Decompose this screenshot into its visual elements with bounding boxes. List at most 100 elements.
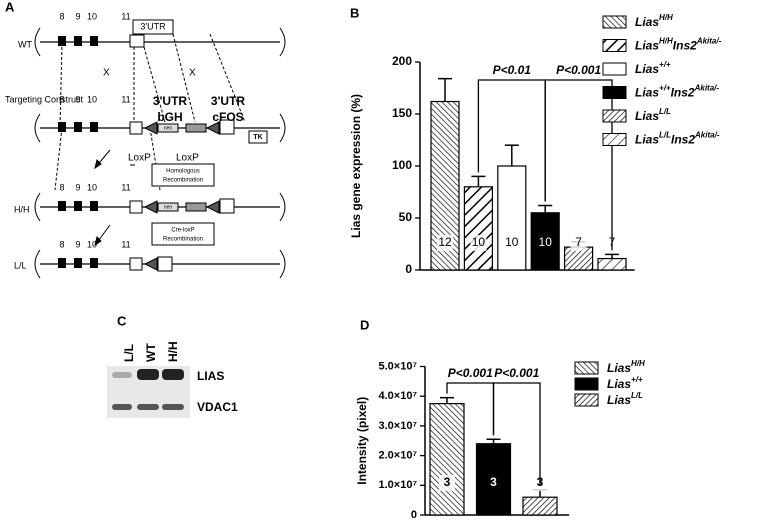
exon [90, 258, 98, 268]
diagram-label: 11 [121, 94, 130, 104]
diagram-label: 3'UTR [211, 94, 246, 108]
diagram-label: LoxP [128, 153, 151, 164]
legend-text: Lias [635, 62, 659, 76]
y-tick-label: 150 [392, 106, 412, 120]
y-tick-label: 4.0×10⁷ [379, 390, 418, 402]
significance-bracket [492, 382, 541, 486]
diagram-label: WT [18, 39, 32, 49]
diagram-shapes [34, 19, 286, 279]
exon [74, 122, 82, 132]
label-bg [437, 235, 453, 251]
y-tick-label: 5.0×10⁷ [379, 360, 418, 372]
diagram-label: H/H [14, 204, 30, 214]
sample-size: 3 [444, 475, 451, 489]
exon [58, 122, 66, 132]
y-tick-label: 1.0×10⁷ [379, 479, 418, 491]
diagram-label: 10 [87, 182, 97, 192]
significance-label: P<0.01 [493, 63, 532, 77]
legend-label: LiasH/H [607, 359, 645, 375]
legend-label: Lias+/+ [607, 375, 643, 391]
y-tick-label: 50 [399, 210, 413, 224]
legend-label: Lias+/+Ins2Akita/- [635, 84, 719, 100]
exon [58, 201, 66, 211]
western-blot [107, 366, 190, 418]
legend-label: LiasL/L [607, 391, 643, 407]
label-bg [439, 475, 455, 491]
legend-superscript: Akita/- [694, 84, 720, 93]
y-tick-label: 2.0×10⁷ [379, 450, 418, 462]
panel-label: C [117, 313, 127, 328]
legend-swatch [574, 361, 599, 375]
legend-superscript: Akita/- [696, 37, 722, 46]
exon [74, 258, 82, 268]
legend-text: Ins2 [673, 39, 697, 53]
diagram-label: LoxP [176, 153, 199, 164]
legend-swatch [574, 377, 599, 391]
diagram-label: Recombination [163, 178, 203, 184]
legend-swatch [602, 86, 627, 99]
exon [90, 36, 98, 46]
exon [90, 201, 98, 211]
blot-column-label: L/L [122, 344, 136, 362]
diagram-label: L/L [14, 260, 27, 270]
panel-label: D [360, 317, 369, 332]
diagram-label: 10 [87, 239, 97, 249]
exon [58, 258, 66, 268]
legend-swatch [602, 62, 627, 76]
y-tick-label: 0 [411, 509, 417, 521]
diagram-label: 9 [75, 239, 80, 249]
legend-swatch [574, 393, 599, 407]
exon [90, 122, 98, 132]
label-bg [485, 475, 502, 491]
bar [497, 165, 527, 271]
y-tick-label: 100 [392, 158, 412, 172]
diagram-label: 8 [59, 239, 64, 249]
diagram-label: X [103, 68, 110, 79]
diagram-label: 11 [121, 239, 130, 249]
y-tick-label: 200 [392, 54, 412, 68]
diagram-label: 11 [121, 182, 130, 192]
significance-bracket [544, 79, 613, 251]
bar [522, 496, 558, 516]
diagram-label: 3'UTR [153, 94, 188, 108]
panel-label: A [5, 0, 15, 14]
legend-swatch [602, 109, 627, 123]
legend-swatch [602, 39, 627, 52]
y-axis-label: Intensity (pixel) [355, 397, 369, 485]
diagram-label: 8 [59, 94, 64, 104]
legend-text: Lias [635, 86, 659, 100]
diagram-label: Cre-loxP [171, 228, 194, 234]
legend-superscript: +/+ [659, 60, 671, 69]
label-bg [570, 235, 587, 251]
diagram-label: 9 [75, 94, 80, 104]
legend-superscript: Akita/- [694, 131, 720, 140]
legend-superscript: L/L [631, 391, 643, 400]
diagram-label: neo [164, 125, 173, 131]
significance-label: P<0.001 [556, 63, 601, 77]
diagram-label: 9 [75, 182, 80, 192]
legend-text: Ins2 [671, 86, 695, 100]
legend-text: Lias [635, 109, 659, 123]
diagram-label: 8 [59, 11, 64, 21]
legend-text: Lias [635, 15, 659, 29]
bar [597, 257, 627, 271]
blot-column-label: WT [144, 343, 158, 362]
y-axis-label: Lias gene expression (%) [349, 94, 363, 238]
sample-size: 10 [505, 235, 519, 249]
diagram-label: 3'UTR [140, 21, 166, 31]
legend-text: Lias [607, 393, 631, 407]
sample-size: 10 [472, 235, 486, 249]
diagram-label: Targeting Construct [5, 94, 84, 104]
legend-label: LiasL/L [635, 107, 671, 123]
blot-row-label: LIAS [197, 369, 224, 383]
legend-superscript: +/+ [659, 84, 671, 93]
diagram-label: X [189, 68, 196, 79]
legend-superscript: H/H [659, 13, 673, 22]
diagram-label: neo [164, 204, 173, 210]
legend-text: Lias [607, 377, 631, 391]
legend-swatch [602, 15, 627, 29]
bar [429, 403, 465, 516]
blot-row-label: VDAC1 [197, 400, 238, 414]
exon [74, 36, 82, 46]
